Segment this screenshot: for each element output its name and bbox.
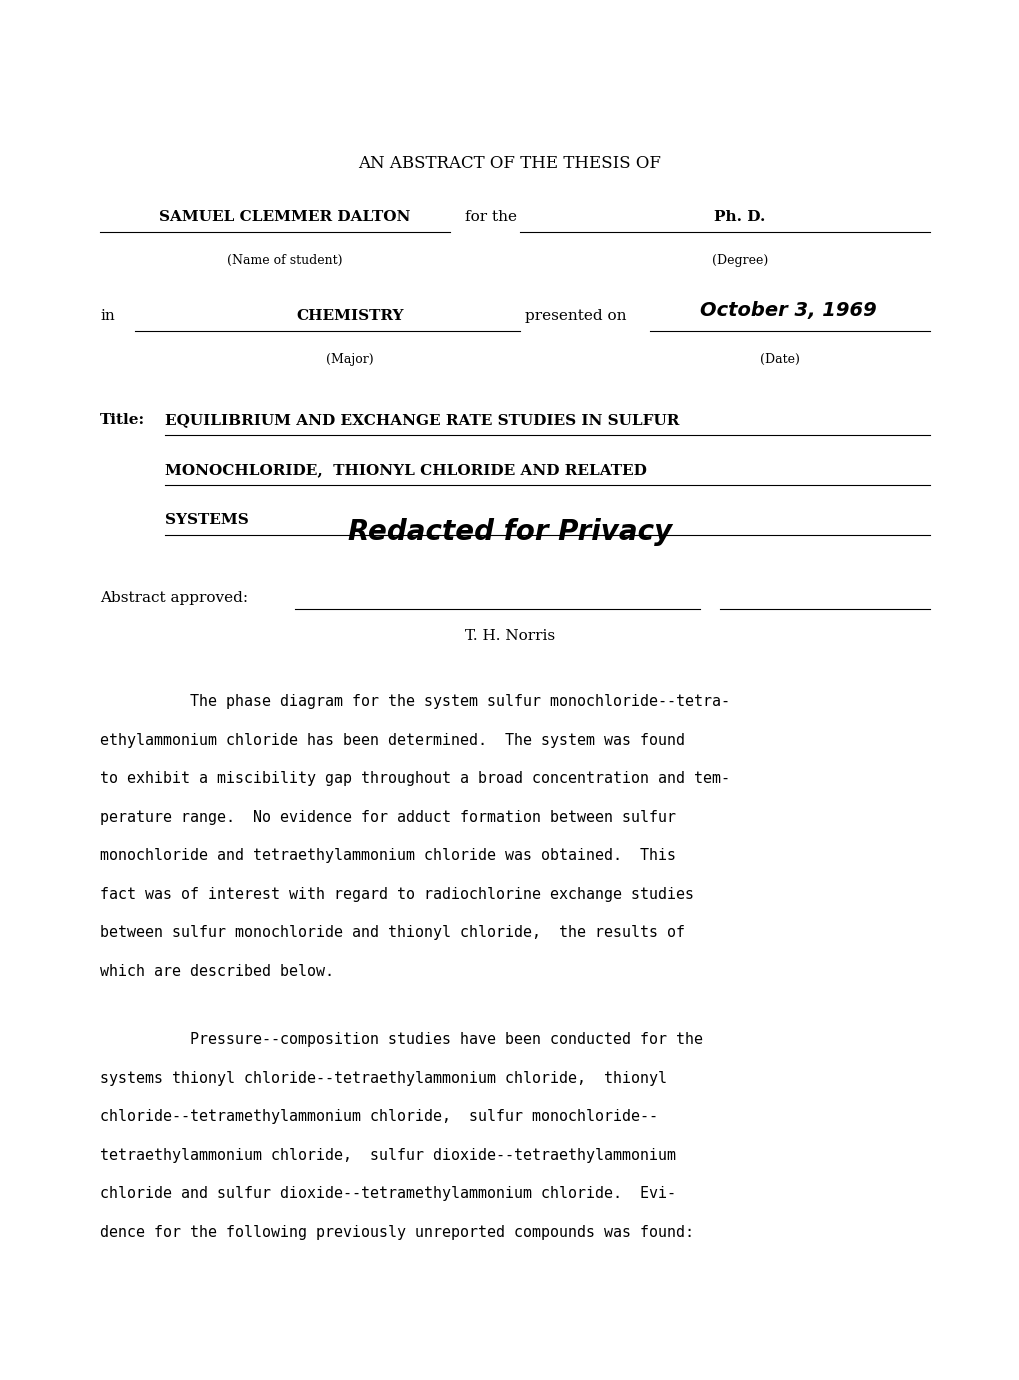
Text: Ph. D.: Ph. D. [713,210,765,224]
Text: chloride--tetramethylammonium chloride,  sulfur monochloride--: chloride--tetramethylammonium chloride, … [100,1110,657,1123]
Text: (Degree): (Degree) [711,254,767,266]
Text: systems thionyl chloride--tetraethylammonium chloride,  thionyl: systems thionyl chloride--tetraethylammo… [100,1071,666,1086]
Text: in: in [100,309,115,323]
Text: fact was of interest with regard to radiochlorine exchange studies: fact was of interest with regard to radi… [100,886,693,901]
Text: between sulfur monochloride and thionyl chloride,  the results of: between sulfur monochloride and thionyl … [100,925,685,940]
Text: AN ABSTRACT OF THE THESIS OF: AN ABSTRACT OF THE THESIS OF [358,155,661,172]
Text: Redacted for Privacy: Redacted for Privacy [347,518,672,546]
Text: CHEMISTRY: CHEMISTRY [296,309,404,323]
Text: Abstract approved:: Abstract approved: [100,591,248,604]
Text: The phase diagram for the system sulfur monochloride--tetra-: The phase diagram for the system sulfur … [190,694,730,709]
Text: chloride and sulfur dioxide--tetramethylammonium chloride.  Evi-: chloride and sulfur dioxide--tetramethyl… [100,1185,676,1201]
Text: ethylammonium chloride has been determined.  The system was found: ethylammonium chloride has been determin… [100,733,685,748]
Text: perature range.  No evidence for adduct formation between sulfur: perature range. No evidence for adduct f… [100,810,676,824]
Text: (Major): (Major) [326,353,373,366]
Text: T. H. Norris: T. H. Norris [465,629,554,643]
Text: Pressure--composition studies have been conducted for the: Pressure--composition studies have been … [190,1032,702,1047]
Text: monochloride and tetraethylammonium chloride was obtained.  This: monochloride and tetraethylammonium chlo… [100,847,676,862]
Text: to exhibit a miscibility gap throughout a broad concentration and tem-: to exhibit a miscibility gap throughout … [100,771,730,787]
Text: for the: for the [465,210,517,224]
Text: which are described below.: which are described below. [100,963,333,978]
Text: October 3, 1969: October 3, 1969 [699,301,876,320]
Text: MONOCHLORIDE,  THIONYL CHLORIDE AND RELATED: MONOCHLORIDE, THIONYL CHLORIDE AND RELAT… [165,464,646,477]
Text: tetraethylammonium chloride,  sulfur dioxide--tetraethylammonium: tetraethylammonium chloride, sulfur diox… [100,1148,676,1162]
Text: EQUILIBRIUM AND EXCHANGE RATE STUDIES IN SULFUR: EQUILIBRIUM AND EXCHANGE RATE STUDIES IN… [165,413,679,426]
Text: (Name of student): (Name of student) [227,254,342,266]
Text: SAMUEL CLEMMER DALTON: SAMUEL CLEMMER DALTON [159,210,411,224]
Text: Title:: Title: [100,413,145,426]
Text: (Date): (Date) [759,353,799,366]
Text: SYSTEMS: SYSTEMS [165,513,249,527]
Text: dence for the following previously unreported compounds was found:: dence for the following previously unrep… [100,1224,693,1239]
Text: presented on: presented on [525,309,626,323]
